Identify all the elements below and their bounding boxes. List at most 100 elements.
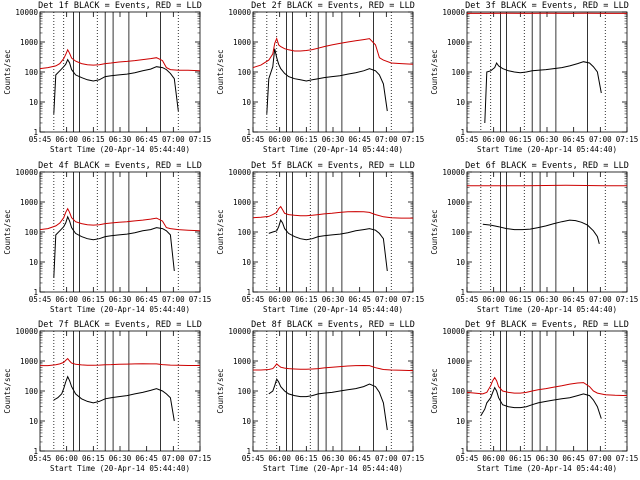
plot-title: Det 6f BLACK = Events, RED = LLD [465, 161, 629, 171]
plot-panel: Det 5f BLACK = Events, RED = LLD 1 10 100 10… [216, 161, 424, 314]
y-tick-label: 1000 [447, 357, 466, 366]
y-tick-label: 1000 [20, 357, 39, 366]
y-tick-label: 10 [456, 417, 466, 426]
plot-title: Det 9f BLACK = Events, RED = LLD [465, 320, 629, 330]
y-tick-label: 100 [24, 387, 38, 396]
events-series-line [482, 219, 600, 245]
y-tick-label: 100 [237, 387, 251, 396]
x-tick-label: 06:00 [482, 135, 505, 144]
plot-panel: Det 2f BLACK = Events, RED = LLD 1 10 100 10… [216, 1, 424, 154]
y-tick-label: 1 [460, 447, 465, 456]
y-tick-label: 100 [237, 68, 251, 77]
plot-title: Det 8f BLACK = Events, RED = LLD [251, 320, 415, 330]
x-tick-label: 06:15 [295, 454, 318, 463]
x-axis-label: Start Time (20-Apr-14 05:44:40) [263, 145, 403, 154]
plot-panel: Det 8f BLACK = Events, RED = LLD 1 10 100 10… [216, 320, 424, 473]
y-tick-label: 10000 [15, 327, 38, 336]
y-axis-label: Counts/sec [430, 209, 439, 254]
lld-series-line [40, 357, 200, 367]
events-series-line [53, 215, 175, 278]
events-series-line [266, 48, 388, 114]
y-axis-label: Counts/sec [3, 209, 12, 254]
y-tick-label: 100 [237, 228, 251, 237]
x-tick-label: 06:45 [562, 454, 585, 463]
x-tick-label: 05:45 [29, 295, 52, 304]
y-tick-label: 100 [24, 68, 38, 77]
y-tick-label: 10000 [228, 8, 251, 17]
events-series-line [268, 377, 388, 431]
y-tick-label: 10000 [442, 327, 465, 336]
x-tick-label: 06:30 [322, 295, 345, 304]
lld-series-line [466, 376, 628, 397]
y-tick-label: 100 [451, 228, 465, 237]
x-tick-label: 06:15 [82, 135, 105, 144]
x-axis-label: Start Time (20-Apr-14 05:44:40) [50, 145, 190, 154]
y-tick-label: 1 [246, 447, 251, 456]
x-tick-label: 07:00 [162, 135, 185, 144]
x-tick-label: 07:00 [375, 135, 398, 144]
y-tick-label: 10000 [228, 327, 251, 336]
y-axis-label: Counts/sec [3, 368, 12, 413]
x-axis-label: Start Time (20-Apr-14 05:44:40) [50, 464, 190, 473]
x-tick-label: 05:45 [456, 295, 479, 304]
x-tick-label: 06:15 [82, 454, 105, 463]
y-tick-label: 100 [24, 228, 38, 237]
x-tick-label: 06:30 [536, 295, 559, 304]
y-tick-label: 10 [456, 258, 466, 267]
x-tick-label: 06:45 [135, 454, 158, 463]
y-tick-label: 10000 [442, 8, 465, 17]
x-tick-label: 07:15 [616, 454, 639, 463]
y-tick-label: 1 [460, 128, 465, 137]
x-tick-label: 07:15 [402, 454, 425, 463]
x-tick-label: 06:00 [55, 454, 78, 463]
plot-panel: Det 9f BLACK = Events, RED = LLD 1 10 100 10… [430, 320, 638, 473]
events-series-line [268, 218, 388, 272]
x-tick-label: 06:45 [348, 454, 371, 463]
plot-panel: Det 3f BLACK = Events, RED = LLD 1 10 100 10… [430, 1, 638, 154]
x-tick-label: 06:00 [482, 295, 505, 304]
x-tick-label: 06:45 [135, 135, 158, 144]
plot-panel: Det 1f BLACK = Events, RED = LLD 1 10 100 10… [3, 1, 211, 154]
x-tick-label: 06:00 [268, 295, 291, 304]
y-axis-label: Counts/sec [3, 49, 12, 94]
y-tick-label: 1000 [233, 38, 252, 47]
x-tick-label: 06:15 [509, 295, 532, 304]
y-axis-label: Counts/sec [430, 49, 439, 94]
y-tick-label: 1 [33, 288, 38, 297]
x-tick-label: 06:45 [562, 295, 585, 304]
y-tick-label: 1000 [233, 198, 252, 207]
x-tick-label: 05:45 [29, 135, 52, 144]
x-tick-label: 06:15 [509, 135, 532, 144]
x-tick-label: 06:00 [55, 295, 78, 304]
plot-title: Det 7f BLACK = Events, RED = LLD [38, 320, 202, 330]
lld-series-line [252, 205, 413, 219]
x-axis-label: Start Time (20-Apr-14 05:44:40) [477, 464, 617, 473]
plot-title: Det 5f BLACK = Events, RED = LLD [251, 161, 415, 171]
x-tick-label: 05:45 [242, 135, 265, 144]
y-tick-label: 10 [242, 417, 252, 426]
y-axis-label: Counts/sec [216, 209, 225, 254]
x-tick-label: 06:45 [135, 295, 158, 304]
events-series-line [484, 61, 602, 124]
y-tick-label: 1 [246, 128, 251, 137]
y-axis-label: Counts/sec [216, 368, 225, 413]
y-tick-label: 1000 [233, 357, 252, 366]
x-tick-label: 05:45 [242, 295, 265, 304]
x-tick-label: 06:30 [109, 454, 132, 463]
y-tick-label: 1000 [447, 198, 466, 207]
plot-title: Det 3f BLACK = Events, RED = LLD [465, 1, 629, 11]
events-series-line [53, 58, 179, 114]
x-tick-label: 07:15 [402, 295, 425, 304]
x-tick-label: 07:00 [589, 135, 612, 144]
lld-series-line [39, 48, 201, 72]
y-tick-label: 10 [242, 98, 252, 107]
x-tick-label: 06:15 [295, 135, 318, 144]
y-tick-label: 10000 [15, 8, 38, 17]
x-tick-label: 06:00 [55, 135, 78, 144]
events-series-line [480, 386, 602, 419]
x-tick-label: 07:15 [616, 135, 639, 144]
plot-panel: Det 4f BLACK = Events, RED = LLD 1 10 100 10… [3, 161, 211, 314]
y-axis-label: Counts/sec [430, 368, 439, 413]
y-tick-label: 1 [246, 288, 251, 297]
